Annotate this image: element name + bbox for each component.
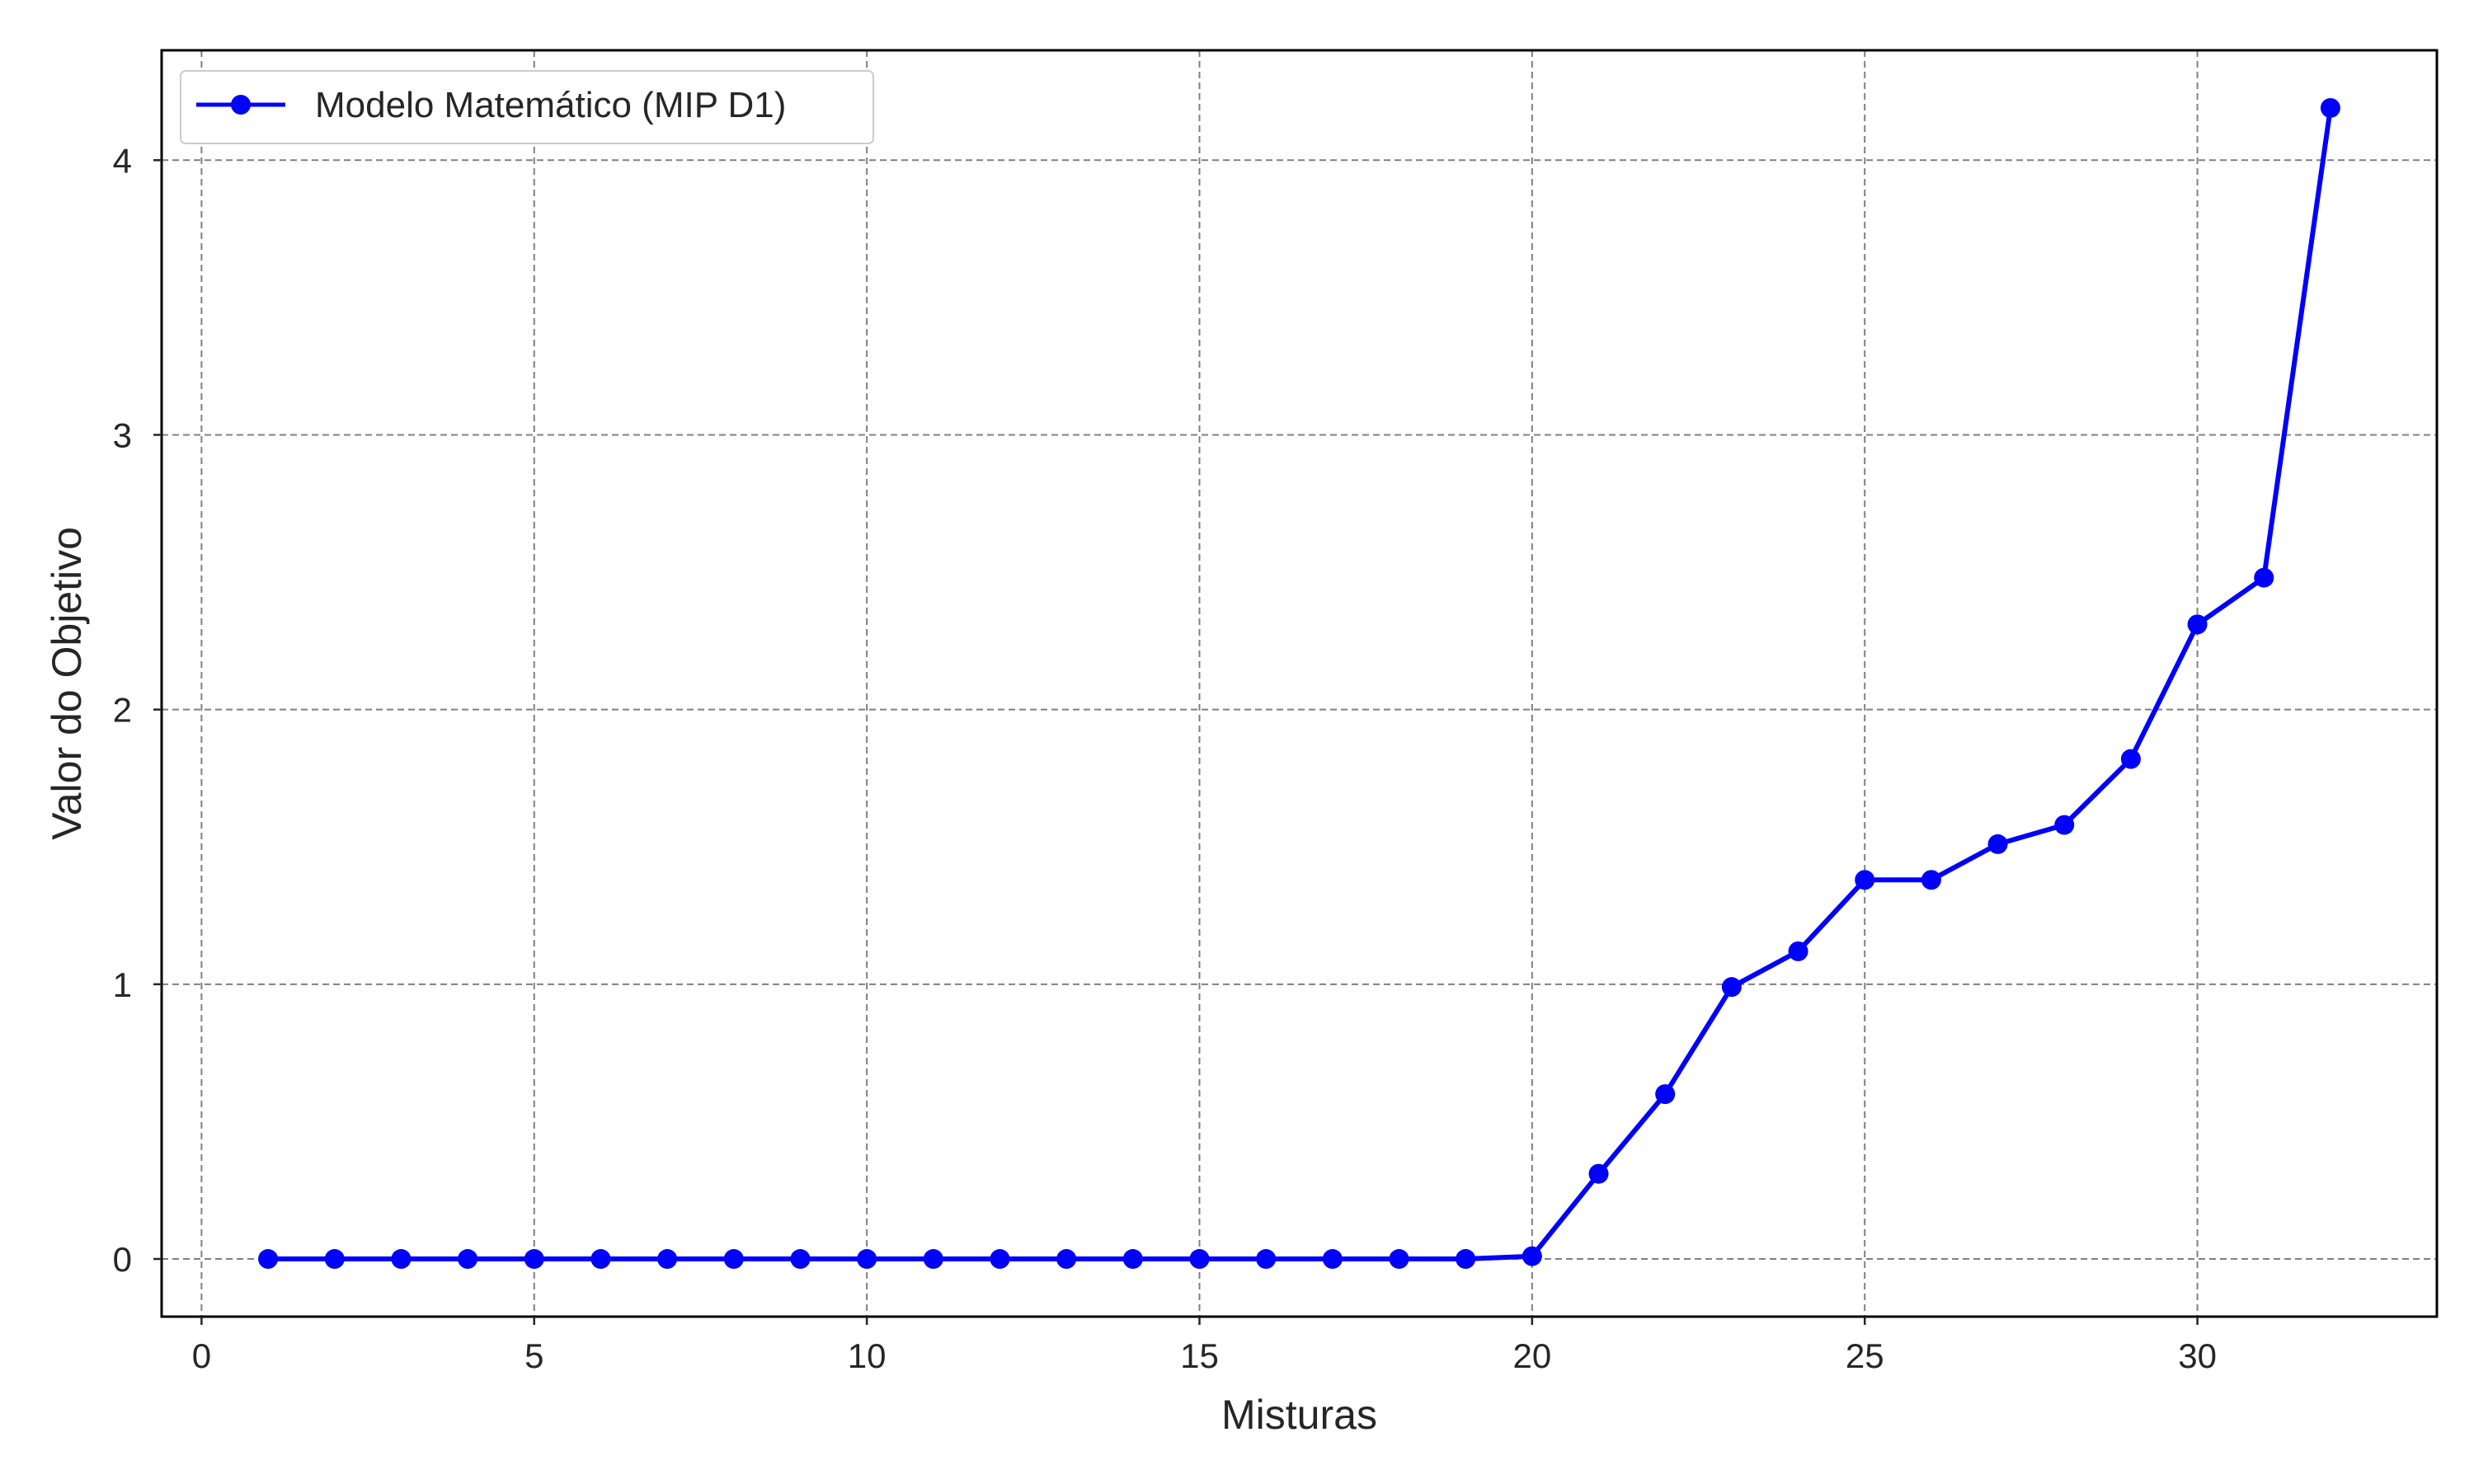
data-point [391, 1249, 412, 1270]
data-point [258, 1249, 279, 1270]
data-point [324, 1249, 345, 1270]
data-point [1322, 1249, 1343, 1270]
data-point [2254, 567, 2274, 588]
y-axis-label: Valor do Objetivo [44, 527, 90, 840]
series-line [266, 106, 2333, 1261]
data-point [2120, 749, 2141, 769]
y-tick-label: 2 [113, 691, 132, 730]
axis-ticks: 0 5 10 15 20 25 30 0 1 2 3 4 [113, 141, 2217, 1375]
x-axis-label: Misturas [1221, 1392, 1377, 1438]
legend-box [180, 70, 874, 144]
y-tick-label: 4 [113, 141, 132, 180]
data-point [1855, 870, 1875, 890]
data-point [990, 1249, 1010, 1270]
data-point [1122, 1249, 1143, 1270]
data-point [857, 1249, 877, 1270]
data-point [1256, 1249, 1277, 1270]
data-point [657, 1249, 678, 1270]
series-layer [258, 97, 2340, 1270]
x-tick-label: 15 [1180, 1336, 1219, 1375]
x-tick-label: 25 [1846, 1336, 1884, 1375]
legend-marker-swatch [231, 95, 251, 115]
data-point [1056, 1249, 1077, 1270]
data-point [1522, 1246, 1542, 1266]
data-point [2320, 97, 2340, 118]
x-tick-label: 10 [848, 1336, 887, 1375]
data-point [790, 1249, 811, 1270]
data-point [1588, 1163, 1609, 1184]
y-tick-label: 0 [113, 1240, 132, 1279]
y-tick-label: 3 [113, 416, 132, 454]
data-point [1456, 1249, 1476, 1270]
legend-label: Modelo Matemático (MIP D1) [315, 85, 786, 125]
legend: Modelo Matemático (MIP D1) [180, 70, 874, 144]
data-point [524, 1249, 544, 1270]
data-point [1389, 1249, 1409, 1270]
data-point [1189, 1249, 1210, 1270]
x-tick-label: 0 [192, 1336, 211, 1375]
data-point [2187, 614, 2208, 635]
x-tick-label: 30 [2178, 1336, 2217, 1375]
data-point [590, 1249, 611, 1270]
grid-lines [162, 50, 2437, 1317]
x-tick-label: 5 [524, 1336, 543, 1375]
data-point [1987, 834, 2008, 854]
data-point [1721, 977, 1742, 998]
data-point [1788, 941, 1808, 961]
data-point [723, 1249, 744, 1270]
data-point [923, 1249, 943, 1270]
data-point [458, 1249, 478, 1270]
data-point [2054, 815, 2075, 835]
data-point [1655, 1084, 1676, 1105]
x-tick-label: 20 [1512, 1336, 1551, 1375]
plot-frame [160, 49, 2439, 1318]
data-point [1921, 870, 1941, 890]
y-tick-label: 1 [113, 965, 132, 1004]
